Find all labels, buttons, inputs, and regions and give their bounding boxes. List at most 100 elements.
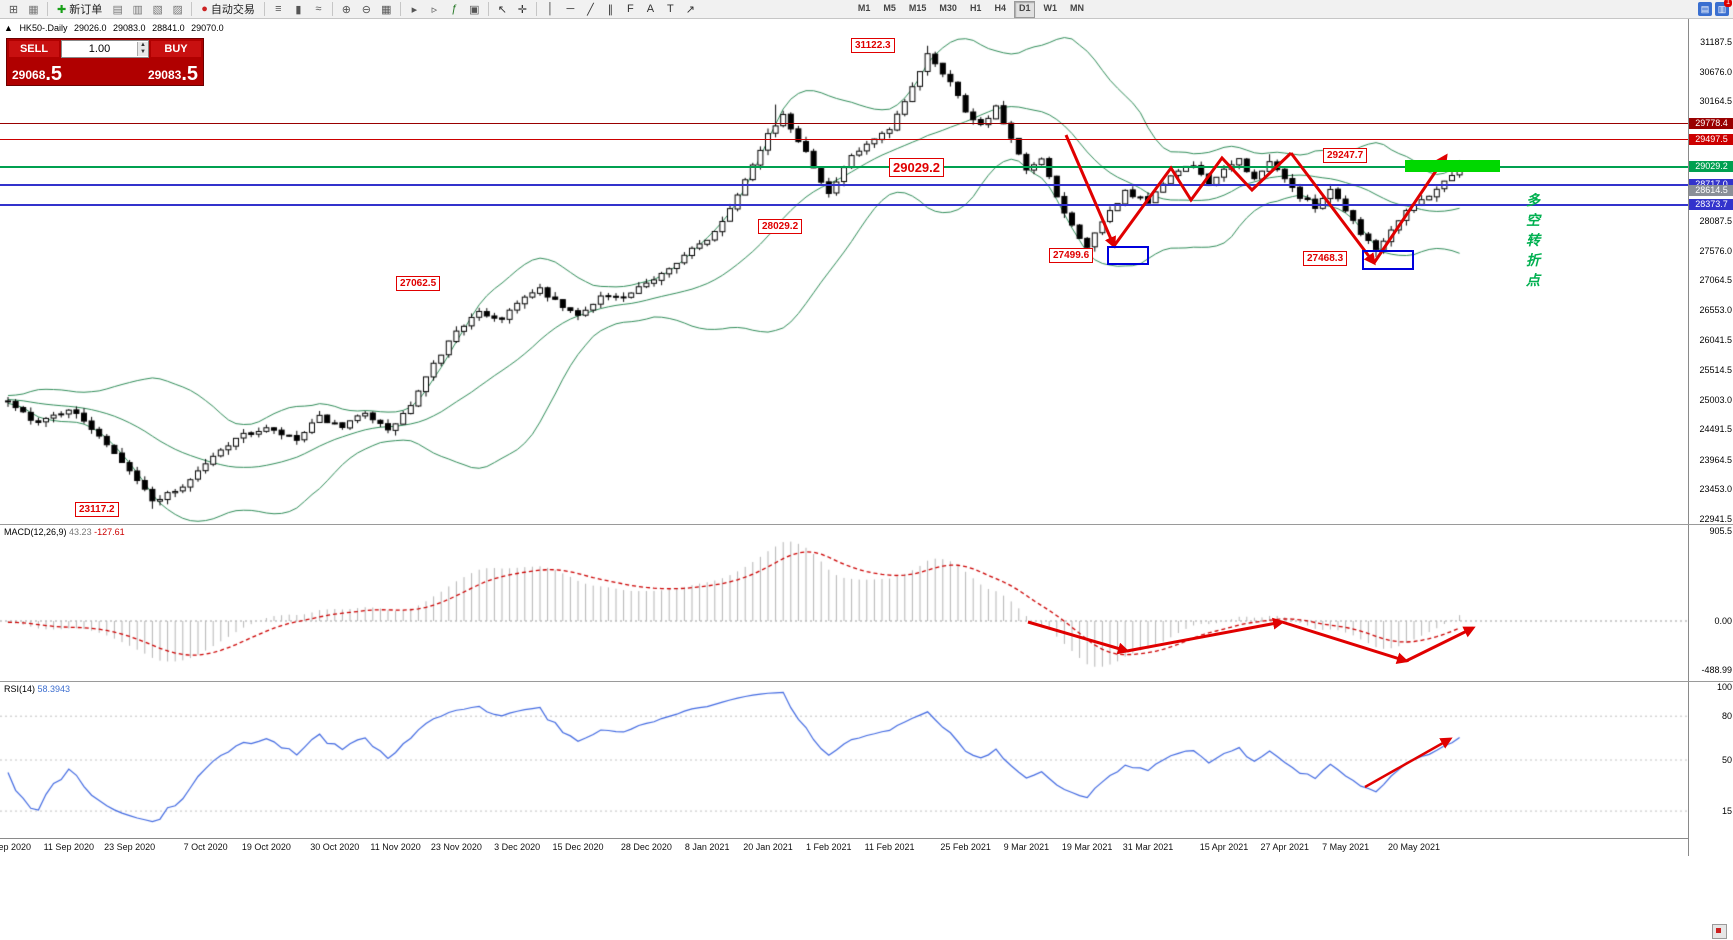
- timeframe-m5-button[interactable]: M5: [883, 2, 896, 13]
- volume-input[interactable]: [62, 41, 137, 57]
- price-tick: 26041.5: [1699, 334, 1732, 345]
- timeframe-m15-button[interactable]: M15: [908, 2, 927, 13]
- charts-window-icon[interactable]: ▤: [1698, 2, 1712, 16]
- date-label: 27 Apr 2021: [1260, 842, 1310, 852]
- price-axis: 31187.5 30676.0 30164.5 28087.5 27576.0 27064…: [1688, 18, 1733, 856]
- ohlc-close: 29070.0: [191, 23, 224, 33]
- timeframe-m1-button[interactable]: M1: [857, 2, 871, 13]
- macd-tick: 905.5: [1709, 525, 1732, 536]
- new-chart-icon[interactable]: ⊞: [8, 3, 19, 16]
- level-line-28717[interactable]: [0, 183, 1688, 186]
- cursor-icon[interactable]: ↖: [497, 3, 507, 16]
- toolbar-separator: [535, 2, 537, 16]
- zoom-in-icon[interactable]: ⊕: [341, 3, 351, 16]
- date-label: 7 Oct 2020: [183, 842, 228, 852]
- rsi-tick: 100: [1716, 682, 1732, 692]
- new-order-button[interactable]: ✚ 新订单: [52, 1, 107, 17]
- date-label: 23 Nov 2020: [430, 842, 482, 852]
- date-label: 25 Feb 2021: [940, 842, 991, 852]
- level-line-29778.4[interactable]: [0, 123, 1688, 124]
- chart-ohlc-header: ▲ HK50-.Daily 29026.0 29083.0 28841.0 29…: [4, 23, 228, 33]
- auto-scroll-icon[interactable]: ▸: [411, 3, 418, 16]
- line-chart-icon[interactable]: ≈: [315, 3, 322, 15]
- text-icon[interactable]: A: [646, 3, 655, 15]
- buy-button[interactable]: BUY: [151, 41, 201, 57]
- timeframe-w1-button[interactable]: W1: [1043, 2, 1057, 13]
- price-tag: 28614.5: [1689, 184, 1733, 196]
- toolbar-separator: [191, 2, 193, 16]
- timeframe-h4-button[interactable]: H4: [994, 2, 1006, 13]
- volume-up-icon[interactable]: ▲: [137, 42, 148, 49]
- pane-separator-macd[interactable]: [0, 524, 1733, 525]
- toolbar-right-icons: ▤ ▥ 1: [1698, 0, 1732, 16]
- tile-windows-icon[interactable]: ▦: [381, 3, 392, 16]
- support-box-1: [1107, 246, 1149, 265]
- auto-trading-button-label: 自动交易: [210, 4, 255, 16]
- one-click-trade-panel: SELL ▲ ▼ BUY 29068.5 29083.5: [6, 38, 204, 86]
- level-line-29497.5[interactable]: [0, 139, 1688, 141]
- pane-separator-rsi[interactable]: [0, 681, 1733, 682]
- channel-icon[interactable]: ∥: [607, 3, 614, 16]
- price-annotation-label: 23117.2: [75, 502, 119, 517]
- ask-price[interactable]: 29083.5: [147, 63, 198, 85]
- price-annotation-label: 29247.7: [1323, 148, 1368, 163]
- date-label: 19 Oct 2020: [241, 842, 291, 852]
- price-tick: 25514.5: [1699, 365, 1732, 376]
- chart-shift-icon[interactable]: ▹: [431, 3, 438, 16]
- price-tag: 28717.0: [1689, 178, 1733, 190]
- notifications-icon-badge: 1: [1724, 0, 1732, 7]
- macd-tick: -488.99: [1701, 664, 1732, 675]
- navigator-icon[interactable]: ▧: [152, 3, 163, 16]
- toolbar-separator: [399, 2, 401, 16]
- price-annotation-label: 29029.2: [889, 158, 944, 177]
- vertical-line-icon[interactable]: │: [546, 3, 554, 15]
- label-icon[interactable]: T: [667, 3, 674, 15]
- candlestick-chart-icon[interactable]: ▮: [295, 3, 302, 16]
- horizontal-line-icon[interactable]: ─: [566, 3, 575, 15]
- volume-down-icon[interactable]: ▼: [137, 49, 148, 56]
- quick-trade-collapse-icon[interactable]: ▲: [4, 23, 13, 33]
- rsi-tick: 50: [1721, 755, 1732, 765]
- zoom-out-icon[interactable]: ⊖: [361, 3, 371, 16]
- date-label: 19 Mar 2021: [1061, 842, 1113, 852]
- terminal-icon[interactable]: ▨: [172, 3, 183, 16]
- fibonacci-icon[interactable]: F: [627, 3, 634, 15]
- date-label: 11 Sep 2020: [43, 842, 94, 852]
- date-label: 11 Nov 2020: [370, 842, 421, 852]
- bid-price[interactable]: 29068.5: [12, 63, 63, 85]
- trendline-icon[interactable]: ╱: [587, 3, 594, 16]
- support-box-2: [1362, 250, 1414, 270]
- rsi-tick: 80: [1721, 711, 1732, 722]
- date-label: 9 Mar 2021: [1003, 842, 1050, 852]
- price-tick: 27576.0: [1699, 245, 1732, 256]
- timeframe-mn-button[interactable]: MN: [1069, 2, 1084, 13]
- templates-icon[interactable]: ▣: [469, 3, 480, 16]
- timeframe-h1-button[interactable]: H1: [969, 2, 982, 13]
- date-label: 7 May 2021: [1322, 842, 1370, 852]
- chart-symbol: HK50-.Daily: [19, 23, 68, 33]
- notifications-icon[interactable]: ▥ 1: [1715, 0, 1732, 16]
- date-label: 28 Dec 2020: [620, 842, 672, 852]
- sell-button[interactable]: SELL: [9, 41, 59, 57]
- bar-chart-icon[interactable]: ≡: [275, 3, 282, 15]
- chart-canvas[interactable]: [0, 0, 1688, 856]
- market-watch-icon[interactable]: ▤: [112, 3, 123, 16]
- price-tick: 28087.5: [1699, 216, 1732, 227]
- corner-logo-icon[interactable]: [1712, 924, 1727, 939]
- date-label: 23 Sep 2020: [104, 842, 156, 852]
- date-label: 8 Jan 2021: [684, 842, 730, 852]
- price-tick: 31187.5: [1700, 37, 1732, 47]
- date-label: 1 Feb 2021: [806, 842, 852, 852]
- timeframe-m30-button[interactable]: M30: [939, 2, 957, 13]
- toolbar-spacer: [701, 9, 851, 10]
- indicators-icon[interactable]: ƒ: [451, 3, 458, 15]
- level-line-29029.2[interactable]: [0, 165, 1688, 168]
- auto-trading-button[interactable]: ● 自动交易: [196, 1, 260, 17]
- level-line-28373.7[interactable]: [0, 203, 1688, 206]
- data-window-icon[interactable]: ▥: [132, 3, 143, 16]
- profiles-icon[interactable]: ▦: [28, 3, 39, 16]
- arrows-icon[interactable]: ↗: [685, 3, 695, 16]
- crosshair-icon[interactable]: ✛: [517, 3, 527, 16]
- timeframe-d1-button[interactable]: D1: [1013, 0, 1036, 18]
